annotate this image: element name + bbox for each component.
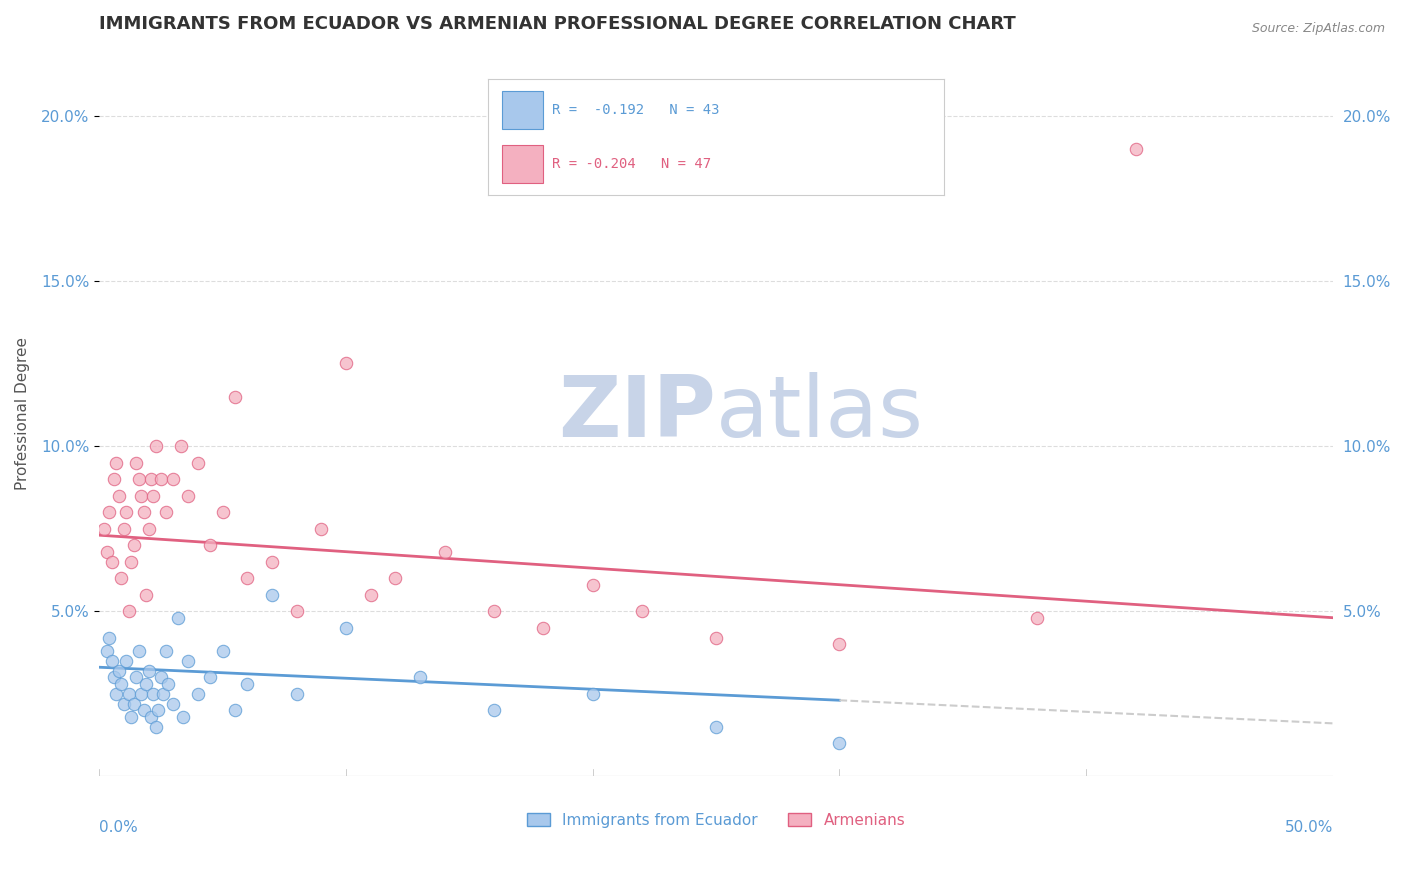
Point xyxy=(531,621,554,635)
Point xyxy=(110,571,132,585)
Point xyxy=(120,710,142,724)
Point xyxy=(172,710,194,724)
Point xyxy=(145,439,167,453)
Point xyxy=(142,687,165,701)
Point xyxy=(100,555,122,569)
Point xyxy=(132,703,155,717)
Point xyxy=(582,577,605,591)
Point xyxy=(93,522,115,536)
Point xyxy=(149,670,172,684)
Point xyxy=(157,677,180,691)
Point xyxy=(128,644,150,658)
Point xyxy=(112,522,135,536)
Point xyxy=(96,644,118,658)
Point xyxy=(115,654,138,668)
Point xyxy=(360,588,382,602)
Point xyxy=(187,456,209,470)
Point xyxy=(335,621,357,635)
Y-axis label: Professional Degree: Professional Degree xyxy=(15,336,30,490)
Legend: Immigrants from Ecuador, Armenians: Immigrants from Ecuador, Armenians xyxy=(520,806,911,834)
Point xyxy=(112,697,135,711)
Text: Source: ZipAtlas.com: Source: ZipAtlas.com xyxy=(1251,22,1385,36)
Point xyxy=(224,390,246,404)
Point xyxy=(177,489,200,503)
Point xyxy=(122,697,145,711)
Text: IMMIGRANTS FROM ECUADOR VS ARMENIAN PROFESSIONAL DEGREE CORRELATION CHART: IMMIGRANTS FROM ECUADOR VS ARMENIAN PROF… xyxy=(100,15,1017,33)
Point xyxy=(152,687,174,701)
Point xyxy=(125,456,148,470)
Point xyxy=(145,720,167,734)
Point xyxy=(135,677,157,691)
Point xyxy=(155,644,177,658)
Text: ZIP: ZIP xyxy=(558,371,716,455)
Point xyxy=(105,687,128,701)
Point xyxy=(1125,142,1147,156)
Point xyxy=(311,522,333,536)
Point xyxy=(828,736,851,750)
Point xyxy=(200,670,222,684)
Point xyxy=(148,703,170,717)
Point xyxy=(187,687,209,701)
Point xyxy=(128,472,150,486)
Point xyxy=(108,664,131,678)
Point xyxy=(125,670,148,684)
Text: 50.0%: 50.0% xyxy=(1285,820,1333,835)
Point xyxy=(433,544,456,558)
Point xyxy=(115,505,138,519)
Text: atlas: atlas xyxy=(716,371,924,455)
Point xyxy=(335,356,357,370)
Point xyxy=(132,505,155,519)
Point xyxy=(98,505,121,519)
Point xyxy=(236,571,259,585)
Point xyxy=(118,604,141,618)
Point xyxy=(118,687,141,701)
Point xyxy=(631,604,654,618)
Point xyxy=(211,505,233,519)
Point xyxy=(211,644,233,658)
Point xyxy=(285,604,308,618)
Point xyxy=(236,677,259,691)
Point xyxy=(103,670,125,684)
Point xyxy=(177,654,200,668)
Point xyxy=(169,439,191,453)
Point xyxy=(260,588,283,602)
Point xyxy=(138,522,160,536)
Point xyxy=(285,687,308,701)
Point xyxy=(139,472,162,486)
Point xyxy=(149,472,172,486)
Point xyxy=(135,588,157,602)
Point xyxy=(110,677,132,691)
Point xyxy=(482,604,505,618)
Point xyxy=(108,489,131,503)
Point xyxy=(828,637,851,651)
Point xyxy=(100,654,122,668)
Point xyxy=(482,703,505,717)
Point xyxy=(122,538,145,552)
Point xyxy=(384,571,406,585)
Point xyxy=(138,664,160,678)
Point xyxy=(142,489,165,503)
Point xyxy=(129,687,152,701)
Point xyxy=(162,472,184,486)
Point xyxy=(105,456,128,470)
Point xyxy=(139,710,162,724)
Point xyxy=(129,489,152,503)
Point xyxy=(103,472,125,486)
Point xyxy=(155,505,177,519)
Point xyxy=(200,538,222,552)
Text: 0.0%: 0.0% xyxy=(100,820,138,835)
Point xyxy=(224,703,246,717)
Point xyxy=(409,670,432,684)
Point xyxy=(167,611,190,625)
Point xyxy=(96,544,118,558)
Point xyxy=(162,697,184,711)
Point xyxy=(582,687,605,701)
Point xyxy=(1025,611,1047,625)
Point xyxy=(704,631,727,645)
Point xyxy=(98,631,121,645)
Point xyxy=(260,555,283,569)
Point xyxy=(120,555,142,569)
Point xyxy=(704,720,727,734)
